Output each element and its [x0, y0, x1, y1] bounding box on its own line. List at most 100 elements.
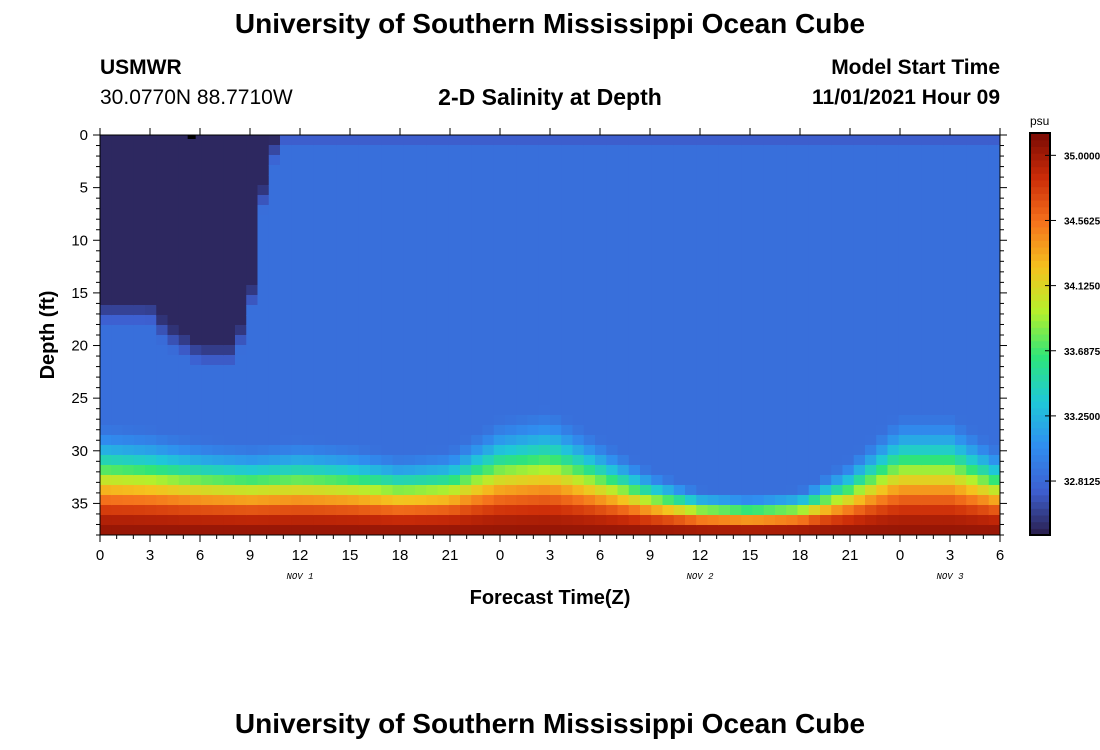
heatmap-cell	[662, 515, 675, 526]
heatmap-cell	[403, 465, 416, 476]
heatmap-cell	[572, 375, 585, 386]
heatmap-cell	[707, 405, 720, 416]
heatmap-cell	[437, 345, 450, 356]
heatmap-cell	[550, 515, 562, 526]
heatmap-cell	[111, 375, 124, 386]
heatmap-cell	[572, 315, 585, 326]
heatmap-cell	[437, 285, 450, 296]
heatmap-cell	[910, 375, 922, 386]
heatmap-cell	[853, 205, 866, 216]
heatmap-cell	[932, 465, 945, 476]
heatmap-cell	[471, 455, 484, 466]
heatmap-cell	[561, 145, 574, 156]
heatmap-cell	[775, 165, 787, 176]
heatmap-cell	[673, 255, 686, 266]
heatmap-cell	[752, 135, 765, 146]
heatmap-cell	[831, 495, 844, 506]
heatmap-cell	[538, 375, 551, 386]
heatmap-cell	[550, 425, 562, 436]
heatmap-cell	[763, 355, 776, 366]
heatmap-cell	[662, 335, 675, 346]
heatmap-cell	[876, 485, 889, 496]
colorbar-segment	[1030, 427, 1050, 436]
heatmap-cell	[696, 145, 709, 156]
heatmap-cell	[842, 165, 855, 176]
heatmap-cell	[156, 435, 169, 446]
heatmap-cell	[325, 275, 337, 286]
heatmap-cell	[493, 225, 506, 236]
heatmap-cell	[673, 355, 686, 366]
heatmap-cell	[763, 425, 776, 436]
x-tick-label: 9	[246, 547, 254, 564]
heatmap-cell	[100, 445, 112, 456]
heatmap-cell	[977, 375, 990, 386]
heatmap-cell	[673, 475, 686, 486]
heatmap-cell	[392, 305, 405, 316]
colorbar-segment	[1030, 153, 1050, 161]
heatmap-cell	[921, 205, 934, 216]
heatmap-cell	[910, 195, 922, 206]
heatmap-cell	[325, 175, 337, 186]
heatmap-cell	[268, 285, 281, 296]
heatmap-cell	[966, 285, 979, 296]
heatmap-cell	[898, 385, 911, 396]
heatmap-cell	[651, 395, 664, 406]
heatmap-cell	[122, 305, 135, 316]
heatmap-cell	[572, 435, 585, 446]
heatmap-cell	[808, 465, 821, 476]
heatmap-cell	[808, 505, 821, 516]
heatmap-cell	[235, 335, 247, 346]
heatmap-cell	[122, 265, 135, 276]
heatmap-cell	[910, 395, 922, 406]
heatmap-cell	[865, 405, 877, 416]
heatmap-cell	[831, 355, 844, 366]
heatmap-cell	[471, 445, 484, 456]
heatmap-cell	[741, 445, 754, 456]
heatmap-cell	[718, 515, 731, 526]
main-title: University of Southern Mississippi Ocean…	[234, 8, 866, 39]
heatmap-cell	[831, 275, 844, 286]
heatmap-cell	[707, 295, 720, 306]
heatmap-cell	[516, 385, 529, 396]
heatmap-cell	[662, 385, 675, 396]
heatmap-cell	[201, 525, 214, 535]
heatmap-cell	[876, 495, 889, 506]
heatmap-cell	[921, 245, 934, 256]
heatmap-cell	[730, 205, 742, 216]
heatmap-cell	[505, 395, 517, 406]
heatmap-cell	[178, 495, 191, 506]
heatmap-cell	[246, 155, 259, 166]
heatmap-cell	[302, 245, 315, 256]
heatmap-cell	[471, 205, 484, 216]
heatmap-cell	[223, 135, 236, 146]
heatmap-cell	[752, 245, 765, 256]
heatmap-cell	[246, 305, 259, 316]
heatmap-cell	[808, 445, 821, 456]
heatmap-cell	[347, 195, 360, 206]
heatmap-cell	[448, 465, 461, 476]
heatmap-cell	[448, 305, 461, 316]
heatmap-cell	[291, 295, 304, 306]
heatmap-cell	[415, 335, 427, 346]
heatmap-cell	[302, 155, 315, 166]
heatmap-cell	[538, 275, 551, 286]
heatmap-cell	[516, 165, 529, 176]
heatmap-cell	[325, 515, 337, 526]
heatmap-cell	[932, 305, 945, 316]
heatmap-cell	[460, 235, 472, 246]
heatmap-cell	[167, 415, 180, 426]
heatmap-cell	[966, 425, 979, 436]
heatmap-cell	[235, 425, 247, 436]
heatmap-cell	[235, 445, 247, 456]
heatmap-cell	[437, 415, 450, 426]
heatmap-cell	[246, 165, 259, 176]
heatmap-cell	[741, 505, 754, 516]
heatmap-cell	[145, 485, 157, 496]
heatmap-cell	[797, 235, 810, 246]
heatmap-cell	[853, 395, 866, 406]
heatmap-cell	[122, 335, 135, 346]
heatmap-cell	[842, 315, 855, 326]
heatmap-cell	[516, 135, 529, 146]
heatmap-cell	[842, 415, 855, 426]
heatmap-cell	[898, 225, 911, 236]
